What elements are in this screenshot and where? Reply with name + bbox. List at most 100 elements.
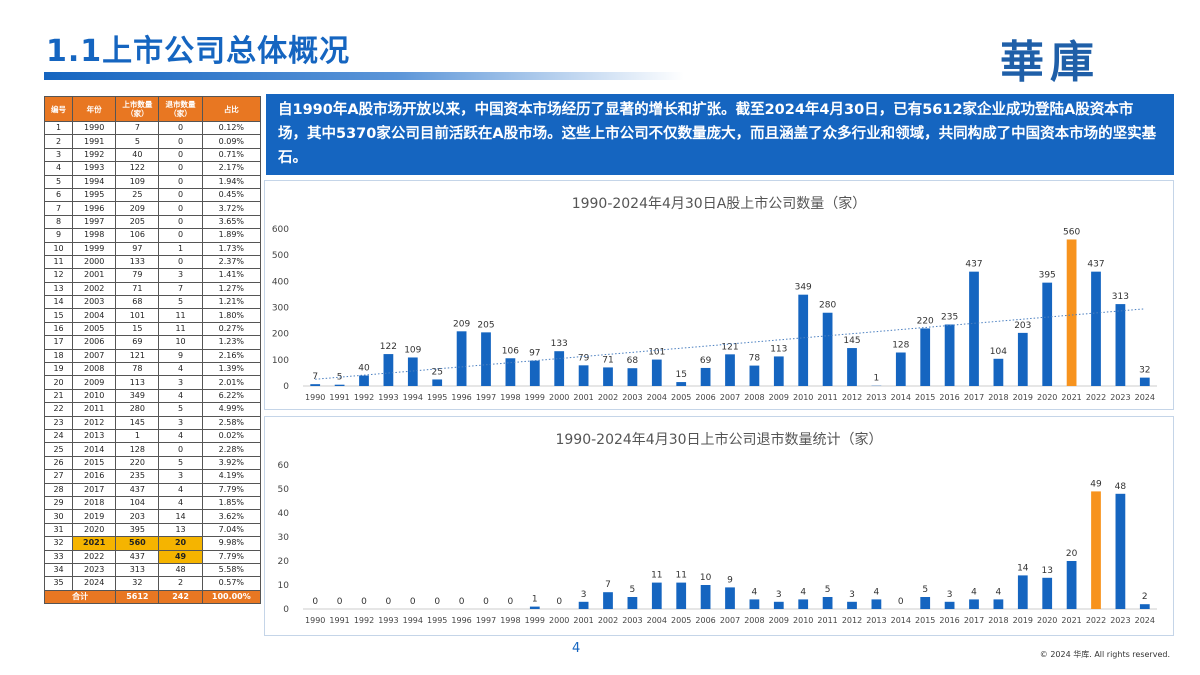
data-label: 113	[770, 344, 787, 354]
bar-1991	[334, 384, 345, 386]
x-tick-label: 2015	[915, 393, 935, 402]
data-label: 13	[1041, 566, 1052, 576]
table-cell: 0.09%	[201, 134, 262, 149]
table-cell: 49	[158, 549, 203, 564]
x-tick-label: 1990	[305, 616, 325, 625]
bar-2018	[993, 358, 1004, 386]
bar-1994	[407, 357, 418, 386]
table-cell: 13	[43, 281, 74, 297]
intro-text-box: 自1990年A股市场开放以来，中国资本市场经历了显著的增长和扩张。截至2024年…	[266, 94, 1174, 175]
data-label: 3	[849, 590, 855, 600]
table-row: 18 2007 121 9 2.16%	[43, 348, 262, 364]
table-cell: 4	[158, 362, 203, 377]
y-tick-label: 200	[272, 330, 289, 340]
chart-title-delisted: 1990-2024年4月30日上市公司退市数量统计（家）	[555, 432, 883, 448]
table-cell: 437	[115, 549, 160, 564]
chart-title-listed: 1990-2024年4月30日A股上市公司数量（家）	[571, 196, 867, 212]
table-cell: 2	[43, 134, 74, 149]
table-cell: 7	[115, 120, 160, 136]
table-cell: 7.04%	[201, 522, 262, 538]
data-label: 9	[727, 575, 733, 585]
table-row: 12 2001 79 3 1.41%	[43, 268, 262, 283]
table-cell: 0.02%	[201, 428, 262, 444]
y-tick-label: 10	[278, 581, 290, 591]
table-cell: 7	[158, 281, 203, 297]
bar-1990	[310, 384, 321, 386]
table-cell: 133	[115, 254, 160, 270]
bar-2022	[1091, 491, 1101, 609]
table-cell: 1995	[72, 187, 117, 203]
table-cell: 2.01%	[201, 375, 262, 390]
y-tick-label: 0	[283, 382, 289, 392]
table-cell: 128	[115, 442, 160, 457]
table-cell: 69	[115, 335, 160, 350]
table-row: 25 2014 128 0 2.28%	[43, 442, 262, 457]
data-label: 560	[1063, 227, 1080, 237]
table-cell: 1.94%	[201, 174, 262, 189]
x-tick-label: 2012	[842, 616, 862, 625]
table-cell: 0	[158, 134, 203, 149]
table-cell: 97	[115, 241, 160, 256]
x-tick-label: 2000	[549, 616, 569, 625]
x-tick-label: 1993	[378, 616, 398, 625]
bar-2002	[603, 367, 613, 386]
table-row: 34 2023 313 48 5.58%	[43, 562, 262, 578]
x-tick-label: 2018	[988, 616, 1008, 625]
x-tick-label: 2013	[866, 616, 886, 625]
table-row: 4 1993 122 0 2.17%	[43, 161, 262, 176]
table-cell: 2005	[72, 321, 117, 337]
data-label: 3	[581, 590, 587, 600]
data-label: 71	[602, 355, 613, 365]
table-cell: 30	[43, 509, 74, 524]
table-cell: 11	[158, 321, 203, 337]
data-label: 220	[917, 316, 934, 326]
table-row: 19 2008 78 4 1.39%	[43, 362, 262, 377]
x-tick-label: 2009	[769, 393, 789, 402]
bar-2001	[578, 601, 589, 609]
x-tick-label: 2023	[1110, 393, 1130, 402]
table-row: 9 1998 106 0 1.89%	[43, 228, 262, 243]
listed-count-chart: 1990-2024年4月30日A股上市公司数量（家） 0 100 200 300 400…	[264, 180, 1174, 410]
table-cell: 1	[115, 428, 160, 444]
table-cell: 3	[158, 268, 203, 283]
y-tick-label: 60	[278, 461, 290, 471]
table-cell: 2007	[72, 348, 117, 364]
table-row: 13 2002 71 7 1.27%	[43, 281, 262, 297]
table-cell: 1993	[72, 161, 117, 176]
table-row: 26 2015 220 5 3.92%	[43, 455, 262, 471]
x-tick-label: 1998	[500, 393, 520, 402]
table-cell: 203	[115, 509, 160, 524]
x-tick-label: 2003	[622, 616, 642, 625]
data-label: 101	[648, 348, 665, 358]
table-cell: 101	[115, 308, 160, 323]
table-cell: 79	[115, 268, 160, 283]
brand-logo: 華庫	[1000, 37, 1100, 88]
table-cell: 2.16%	[201, 348, 262, 364]
table-cell: 1.73%	[201, 241, 262, 256]
data-label: 68	[627, 356, 639, 366]
table-cell: 10	[43, 241, 74, 256]
delisted-count-chart: 1990-2024年4月30日上市公司退市数量统计（家） 0 10 20 30 40 50…	[264, 416, 1174, 636]
data-label: 0	[434, 597, 440, 607]
data-label: 32	[1139, 366, 1150, 376]
data-label: 5	[922, 585, 928, 595]
table-cell: 2014	[72, 442, 117, 457]
table-cell: 2019	[72, 509, 117, 524]
bar-2019	[1017, 575, 1028, 609]
table-cell: 31	[43, 522, 74, 538]
x-tick-label: 2005	[671, 393, 691, 402]
table-cell: 5	[158, 295, 203, 310]
y-tick-label: 40	[278, 509, 290, 519]
table-cell: 9	[158, 348, 203, 364]
table-row: 15 2004 101 11 1.80%	[43, 308, 262, 323]
x-tick-label: 2004	[647, 393, 667, 402]
data-label: 49	[1090, 479, 1102, 489]
page-number: 4	[572, 641, 581, 656]
table-cell: 2001	[72, 268, 117, 283]
bar-2005	[676, 582, 687, 609]
table-cell: 2.17%	[201, 161, 262, 176]
x-tick-label: 1992	[354, 393, 374, 402]
data-label: 235	[941, 313, 958, 323]
table-cell: 2018	[72, 495, 117, 511]
bar-1998	[505, 358, 516, 386]
